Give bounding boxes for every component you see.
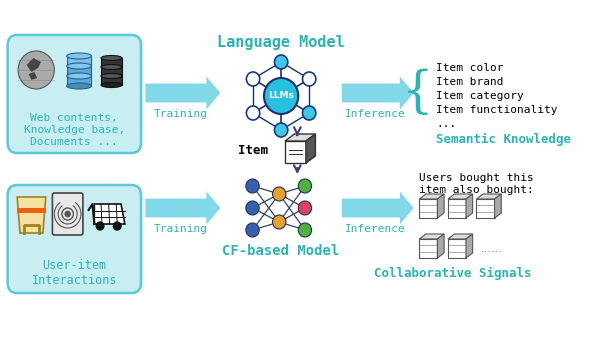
Ellipse shape [67, 53, 91, 59]
Polygon shape [476, 199, 495, 218]
Text: Training: Training [154, 224, 208, 234]
Circle shape [246, 72, 260, 86]
Text: Training: Training [154, 109, 208, 119]
Ellipse shape [67, 73, 91, 79]
Text: Language Model: Language Model [217, 35, 345, 50]
FancyBboxPatch shape [8, 35, 141, 153]
Text: Inference: Inference [345, 109, 406, 119]
Polygon shape [476, 194, 501, 199]
Polygon shape [145, 75, 221, 111]
Text: Item brand: Item brand [436, 77, 504, 87]
Circle shape [303, 72, 316, 86]
Circle shape [246, 223, 259, 237]
Text: Item functionality: Item functionality [436, 105, 558, 115]
Circle shape [298, 201, 312, 215]
Polygon shape [448, 199, 466, 218]
Text: Users bought this
item also bought:: Users bought this item also bought: [420, 173, 534, 195]
Polygon shape [437, 194, 444, 218]
Polygon shape [101, 67, 122, 76]
Circle shape [298, 179, 312, 193]
Circle shape [246, 201, 259, 215]
Polygon shape [67, 76, 91, 86]
Text: Item category: Item category [436, 91, 524, 101]
Polygon shape [448, 234, 473, 239]
Polygon shape [420, 194, 444, 199]
Polygon shape [17, 208, 46, 213]
Polygon shape [466, 234, 473, 258]
Polygon shape [27, 58, 41, 72]
Polygon shape [306, 134, 315, 163]
Ellipse shape [101, 64, 122, 70]
Polygon shape [437, 234, 444, 258]
Text: {: { [402, 68, 433, 118]
Text: CF-based Model: CF-based Model [222, 244, 340, 258]
Circle shape [274, 123, 288, 137]
Polygon shape [495, 194, 501, 218]
Polygon shape [420, 234, 444, 239]
Circle shape [272, 215, 286, 229]
Circle shape [298, 223, 312, 237]
Polygon shape [285, 134, 315, 141]
Text: Item color: Item color [436, 63, 504, 73]
Polygon shape [94, 204, 125, 224]
FancyBboxPatch shape [8, 185, 141, 293]
Polygon shape [448, 239, 466, 258]
Polygon shape [67, 56, 91, 66]
Polygon shape [285, 141, 306, 163]
Ellipse shape [101, 55, 122, 61]
Polygon shape [101, 58, 122, 67]
Ellipse shape [101, 82, 122, 87]
Circle shape [274, 55, 288, 69]
Text: Inference: Inference [345, 224, 406, 234]
Polygon shape [341, 190, 415, 226]
Text: Collaborative Signals: Collaborative Signals [374, 267, 532, 279]
FancyBboxPatch shape [52, 193, 83, 235]
Circle shape [96, 222, 104, 230]
Text: Semantic Knowledge: Semantic Knowledge [436, 133, 572, 145]
Polygon shape [420, 239, 437, 258]
Circle shape [272, 187, 286, 201]
Polygon shape [466, 194, 473, 218]
Polygon shape [420, 199, 437, 218]
Text: Web contents,
Knowledge base,
Documents ...: Web contents, Knowledge base, Documents … [24, 113, 125, 147]
Text: ...: ... [436, 119, 457, 129]
Polygon shape [448, 194, 473, 199]
Polygon shape [17, 197, 46, 233]
Text: Item: Item [238, 143, 268, 157]
Circle shape [18, 51, 54, 89]
Circle shape [264, 78, 298, 114]
Polygon shape [101, 76, 122, 85]
Ellipse shape [67, 83, 91, 89]
Polygon shape [67, 66, 91, 76]
Text: ......: ...... [481, 244, 503, 253]
Circle shape [113, 222, 121, 230]
Circle shape [246, 179, 259, 193]
Circle shape [303, 106, 316, 120]
Polygon shape [145, 190, 221, 226]
Text: User-item
Interactions: User-item Interactions [32, 259, 117, 287]
Ellipse shape [67, 63, 91, 69]
Polygon shape [29, 72, 37, 80]
Ellipse shape [101, 73, 122, 79]
Circle shape [246, 106, 260, 120]
Circle shape [65, 211, 70, 217]
Text: LLMs: LLMs [268, 92, 294, 101]
Polygon shape [341, 75, 415, 111]
